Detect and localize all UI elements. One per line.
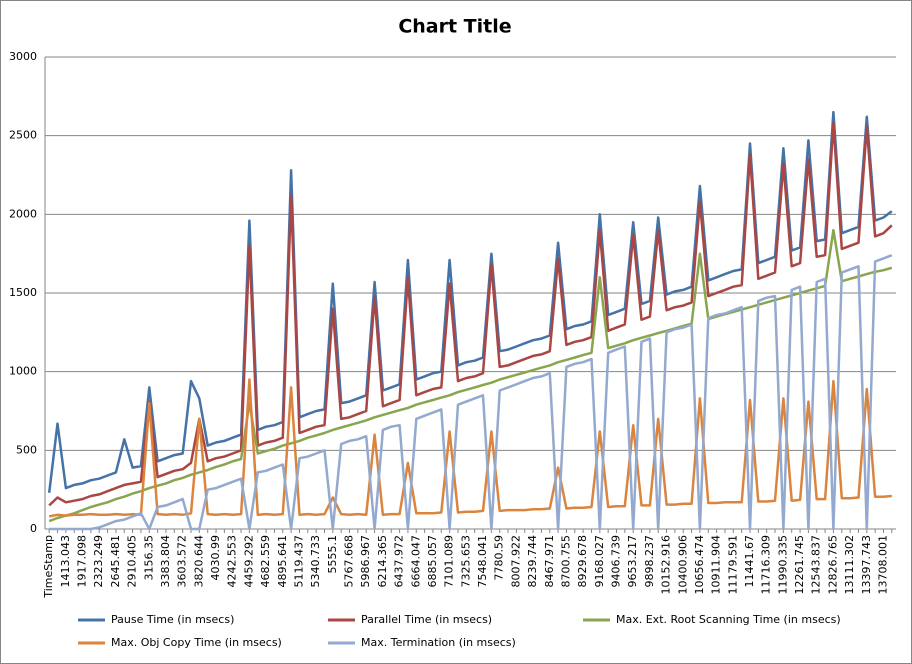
x-tick-label: 3156.35 — [142, 535, 155, 581]
x-tick-label: 7780.59 — [493, 535, 506, 581]
x-tick-label: 4242.553 — [226, 535, 239, 588]
legend-label: Pause Time (in msecs) — [111, 613, 234, 626]
x-tick-label: 7101.089 — [443, 535, 456, 588]
x-tick-label: 12261.745 — [793, 535, 806, 595]
x-tick-label: 3603.572 — [176, 535, 189, 588]
x-tick-label: 4459.292 — [242, 535, 255, 588]
legend-label: Max. Termination (in msecs) — [361, 636, 516, 649]
x-tick-label: 3383.804 — [159, 535, 172, 588]
x-tick-label: 4030.99 — [209, 535, 222, 581]
x-tick-label: 13111.302 — [843, 535, 856, 595]
x-tick-label: 6664.047 — [409, 535, 422, 588]
x-tick-label: 8929.678 — [576, 535, 589, 588]
x-tick-label: 6214.365 — [376, 535, 389, 588]
x-tick-label: 1917.098 — [76, 535, 89, 588]
x-tick-label: 11179.591 — [726, 535, 739, 595]
x-tick-label: 2323.249 — [92, 535, 105, 588]
x-tick-label: 9653.217 — [626, 535, 639, 588]
chart-title: Chart Title — [398, 16, 511, 38]
x-tick-label: 10656.474 — [693, 535, 706, 595]
series-line — [48, 121, 893, 507]
x-tick-label: 1413.043 — [59, 535, 72, 588]
x-tick-label: 5767.668 — [343, 535, 356, 588]
x-tick-label: 9898.237 — [643, 535, 656, 588]
legend-label: Max. Ext. Root Scanning Time (in msecs) — [616, 613, 841, 626]
x-tick-label: 13397.743 — [860, 535, 873, 595]
y-tick-label: 2500 — [9, 129, 37, 142]
series-line — [49, 254, 893, 531]
legend-label: Parallel Time (in msecs) — [361, 613, 492, 626]
series-line — [48, 228, 893, 523]
y-tick-label: 0 — [30, 522, 37, 535]
x-tick-label: TimeStamp — [42, 535, 55, 599]
x-tick-label: 9406.739 — [610, 535, 623, 588]
x-tick-label: 6885.057 — [426, 535, 439, 588]
x-tick-label: 8700.755 — [559, 535, 572, 588]
y-tick-label: 2000 — [9, 207, 37, 220]
x-tick-label: 8007.922 — [509, 535, 522, 588]
x-tick-label: 8239.744 — [526, 535, 539, 588]
x-tick-label: 3820.644 — [192, 535, 205, 588]
x-tick-label: 4682.559 — [259, 535, 272, 588]
x-tick-label: 5986.967 — [359, 535, 372, 588]
x-tick-label: 10400.906 — [676, 535, 689, 595]
x-tick-label: 6437.972 — [393, 535, 406, 588]
x-tick-label: 12826.765 — [826, 535, 839, 595]
x-tick-label: 10152.916 — [660, 535, 673, 595]
x-tick-label: 5555.1 — [326, 535, 339, 574]
x-tick-label: 11441.67 — [743, 535, 756, 588]
x-tick-label: 12543.837 — [810, 535, 823, 595]
legend-label: Max. Obj Copy Time (in msecs) — [111, 636, 282, 649]
x-tick-label: 4895.641 — [276, 535, 289, 588]
x-tick-label: 9168.027 — [593, 535, 606, 588]
x-tick-label: 10911.904 — [710, 535, 723, 595]
y-tick-label: 500 — [16, 443, 37, 456]
x-tick-label: 7548.041 — [476, 535, 489, 588]
series-line — [48, 378, 892, 518]
x-tick-label: 2645.481 — [109, 535, 122, 588]
x-tick-label: 13708.001 — [876, 535, 889, 595]
x-tick-label: 5340.733 — [309, 535, 322, 588]
y-tick-label: 1500 — [9, 286, 37, 299]
x-tick-label: 8467.971 — [543, 535, 556, 588]
x-tick-label: 2910.405 — [126, 535, 139, 588]
y-tick-label: 3000 — [9, 50, 37, 63]
y-tick-label: 1000 — [9, 365, 37, 378]
x-tick-label: 7325.653 — [459, 535, 472, 588]
x-tick-label: 11716.309 — [760, 535, 773, 595]
x-tick-label: 11990.335 — [776, 535, 789, 595]
x-tick-label: 5119.437 — [292, 535, 305, 588]
